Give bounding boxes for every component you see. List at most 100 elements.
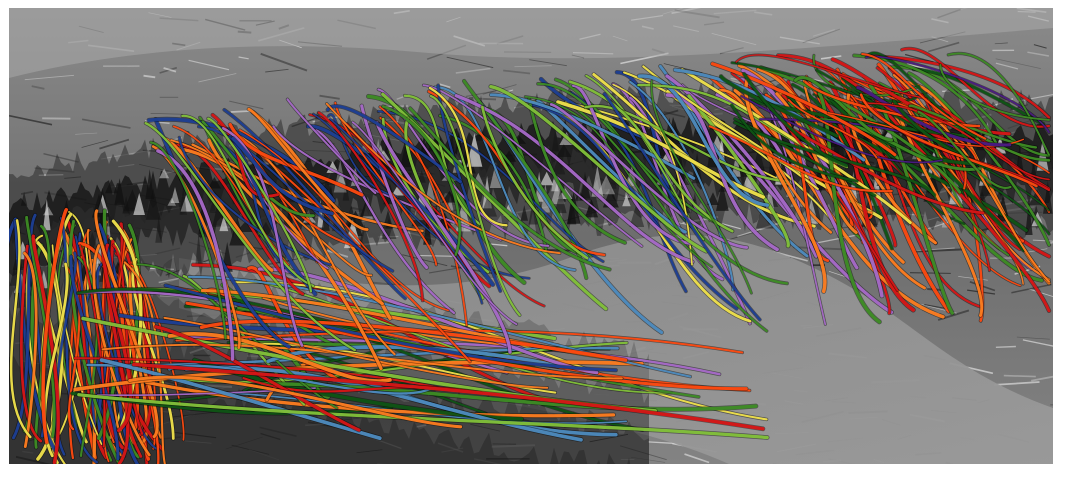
surface-crease xyxy=(1022,339,1053,347)
ridge-peak xyxy=(145,188,161,220)
surface-crease xyxy=(159,66,178,74)
ridge-peak xyxy=(212,198,226,227)
fiber-tract xyxy=(317,111,424,302)
fiber-tract xyxy=(377,110,604,263)
surface-crease xyxy=(958,276,988,281)
ridge-peak xyxy=(336,172,346,185)
upper-cortex-band xyxy=(9,8,1053,78)
fiber-tract xyxy=(167,332,392,384)
fiber-tract xyxy=(786,126,985,215)
fiber-tract xyxy=(131,258,175,440)
fiber-tract xyxy=(572,83,693,245)
surface-crease xyxy=(231,444,270,455)
fiber-tract xyxy=(31,234,60,464)
fiber-tract xyxy=(228,134,317,296)
ridge-peak xyxy=(473,132,483,141)
surface-crease xyxy=(81,139,109,148)
fiber-tract xyxy=(132,362,765,431)
surface-crease xyxy=(1050,404,1053,406)
fiber-tract xyxy=(262,297,508,346)
ridge-peak xyxy=(556,144,572,157)
surface-crease xyxy=(238,56,249,60)
fiber-tract xyxy=(156,149,235,361)
lower-ridge xyxy=(9,349,649,464)
ridge-peak xyxy=(520,205,528,221)
fiber-tract xyxy=(715,93,791,177)
fiber-tract xyxy=(454,94,694,264)
surface-crease xyxy=(1003,374,1036,378)
surface-crease xyxy=(163,67,177,73)
surface-crease xyxy=(490,243,508,247)
surface-crease xyxy=(75,132,98,135)
surface-crease xyxy=(820,55,842,60)
fiber-tract xyxy=(489,93,696,180)
ridge-peak xyxy=(145,169,154,200)
ridge-peak xyxy=(539,171,554,186)
fiber-tract xyxy=(565,100,793,187)
ridge-peak xyxy=(43,198,51,231)
surface-crease xyxy=(994,42,1008,45)
fiber-tract xyxy=(819,65,1021,287)
surface-crease xyxy=(450,265,500,276)
surface-crease xyxy=(514,65,552,68)
fiber-tract xyxy=(549,103,749,249)
fiber-tract xyxy=(92,244,151,457)
fiber-tract xyxy=(9,219,32,439)
surface-crease xyxy=(171,411,221,418)
fiber-tract xyxy=(804,80,981,128)
fiber-tract xyxy=(379,106,468,327)
fiber-tract xyxy=(170,139,373,277)
fiber-tract xyxy=(568,80,734,233)
surface-crease xyxy=(994,381,1040,386)
fiber-tract xyxy=(740,95,943,164)
fiber-tract xyxy=(351,121,518,326)
ridge-peak xyxy=(567,191,581,224)
fiber-tract xyxy=(69,255,120,461)
surface-crease xyxy=(31,85,45,90)
surface-crease xyxy=(22,450,34,454)
surface-crease xyxy=(1016,336,1050,340)
ridge-peak xyxy=(441,190,458,203)
surface-crease xyxy=(491,444,536,448)
ridge-peak xyxy=(629,202,645,227)
fiber-tract xyxy=(221,126,304,347)
ridge-peak xyxy=(1031,211,1044,227)
fiber-tract xyxy=(892,74,1051,281)
surface-crease xyxy=(663,63,703,74)
fiber-tract xyxy=(529,103,738,310)
fiber-tract xyxy=(687,94,790,248)
ridge-peak xyxy=(104,179,119,194)
ridge-peak xyxy=(554,189,567,214)
fiber-tract xyxy=(228,130,396,356)
fiber-tract xyxy=(871,54,1051,119)
fiber-tract xyxy=(718,88,833,234)
surface-crease xyxy=(230,110,253,113)
surface-crease xyxy=(246,355,268,358)
fiber-tract xyxy=(650,80,753,294)
fiber-tract xyxy=(735,54,928,100)
surface-crease xyxy=(265,68,289,73)
fiber-tract xyxy=(149,141,227,340)
fiber-tract xyxy=(174,143,305,296)
fiber-tract xyxy=(603,92,761,321)
surface-crease xyxy=(446,56,494,69)
surface-crease xyxy=(416,424,427,428)
ridge-peak xyxy=(927,170,939,192)
surface-crease xyxy=(143,408,174,414)
fiber-tract xyxy=(422,84,643,248)
fiber-tract xyxy=(730,104,859,183)
fiber-tract xyxy=(921,93,991,272)
fiber-tract xyxy=(172,125,290,266)
ridge-peak xyxy=(9,266,19,286)
surface-crease xyxy=(439,83,451,89)
ridge-peak xyxy=(207,177,221,189)
fiber-tract-scene xyxy=(9,8,1053,464)
surface-crease xyxy=(995,345,1016,348)
ridge-peak xyxy=(342,179,350,201)
fiber-tract xyxy=(94,209,159,439)
fiber-tract xyxy=(101,343,623,380)
ridge-peak xyxy=(209,200,217,213)
fiber-tract xyxy=(308,113,545,307)
fiber-tract xyxy=(710,62,897,157)
fiber-tract xyxy=(733,121,936,197)
